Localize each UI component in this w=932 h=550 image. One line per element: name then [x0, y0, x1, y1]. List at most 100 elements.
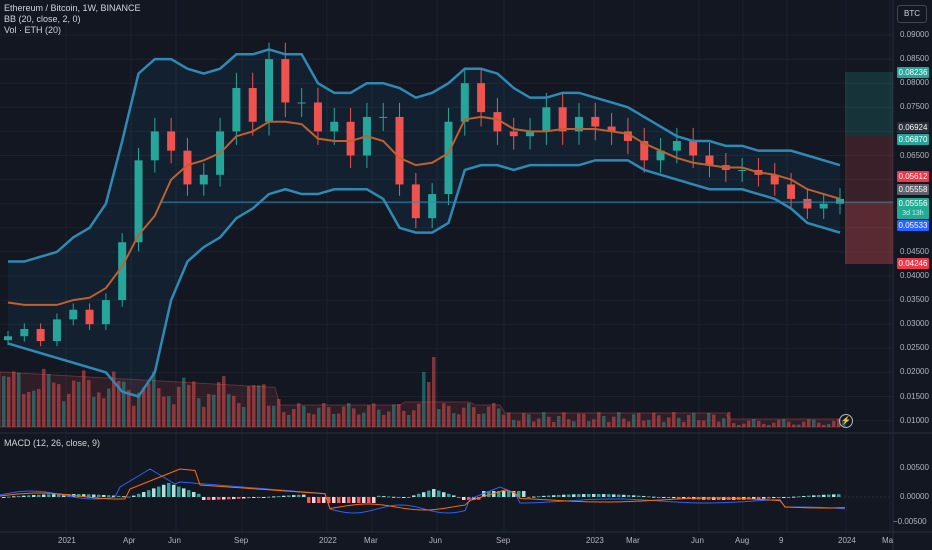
chart-title-legend[interactable]: Ethereum / Bitcoin, 1W, BINANCE: [4, 3, 141, 13]
volume-bar: [457, 414, 461, 427]
macd-histogram-bar: [187, 490, 191, 497]
macd-histogram-bar: [232, 497, 236, 500]
macd-histogram-bar: [27, 495, 31, 497]
macd-line: [0, 468, 846, 514]
price-label: 0.08236: [897, 67, 929, 78]
time-tick-label: Jun: [429, 536, 442, 545]
volume-bar: [412, 410, 416, 427]
volume-bar: [82, 370, 86, 427]
volume-bar: [362, 412, 366, 427]
volume-bar: [557, 415, 561, 427]
macd-histogram-bar: [37, 494, 41, 497]
volume-bar: [392, 404, 396, 427]
volume-bar: [747, 420, 751, 427]
countdown-timer: 3d 13h: [897, 208, 929, 219]
volume-bar: [707, 412, 711, 427]
price-tick-label: 0.01500: [900, 391, 929, 401]
macd-histogram-bar: [427, 490, 431, 497]
macd-histogram-bar: [547, 495, 551, 497]
macd-histogram-bar: [277, 496, 281, 498]
lightning-icon[interactable]: ⚡: [839, 414, 853, 428]
macd-histogram-bar: [262, 497, 266, 498]
macd-histogram-bar: [497, 491, 501, 497]
macd-histogram-bar: [382, 496, 386, 498]
macd-histogram-bar: [112, 495, 116, 497]
macd-histogram-bar: [687, 497, 691, 500]
volume-legend[interactable]: Vol · ETH (20): [4, 25, 62, 35]
macd-histogram-bar: [317, 497, 321, 503]
volume-bar: [207, 394, 211, 427]
macd-histogram-bar: [667, 497, 671, 498]
macd-histogram-bar: [122, 496, 126, 498]
time-tick-label: Sep: [234, 536, 249, 545]
candle-body: [313, 102, 322, 132]
price-tick-label: 0.03000: [900, 319, 929, 329]
volume-bar: [387, 411, 391, 427]
volume-bar: [422, 372, 426, 427]
volume-bar: [782, 419, 786, 427]
volume-bar: [742, 423, 746, 427]
volume-bar: [522, 413, 526, 427]
macd-histogram-bar: [447, 493, 451, 497]
volume-bar: [497, 408, 501, 427]
volume-bar: [817, 422, 821, 427]
macd-histogram-bar: [387, 496, 391, 498]
macd-histogram-bar: [412, 495, 416, 497]
candle-body: [297, 102, 306, 104]
macd-histogram-bar: [837, 494, 841, 497]
candle-body: [52, 319, 61, 342]
volume-bar: [442, 403, 446, 427]
volume-bar: [237, 403, 241, 427]
volume-bar: [417, 403, 421, 427]
volume-bar: [367, 405, 371, 427]
macd-histogram-bar: [52, 494, 56, 497]
macd-histogram-bar: [162, 484, 166, 497]
volume-bar: [582, 413, 586, 427]
macd-histogram-bar: [537, 496, 541, 498]
macd-histogram-bar: [17, 495, 21, 497]
volume-bar: [767, 424, 771, 427]
macd-histogram-bar: [527, 496, 531, 498]
volume-bar: [172, 404, 176, 427]
price-label: 0.06870: [897, 134, 929, 145]
time-tick-label: 2024: [838, 536, 856, 545]
currency-badge[interactable]: BTC: [897, 5, 927, 23]
price-tick-label: 0.01000: [900, 415, 929, 425]
volume-bar: [187, 384, 191, 427]
macd-tick-label: −0.00500: [893, 517, 927, 526]
macd-histogram-bar: [597, 494, 601, 497]
macd-histogram-bar: [337, 497, 341, 503]
macd-histogram-bar: [242, 497, 246, 499]
volume-bar: [617, 412, 621, 427]
candle-body: [20, 329, 29, 337]
time-tick-label: 2021: [58, 536, 76, 545]
macd-histogram-bar: [142, 492, 146, 497]
candle-body: [4, 336, 12, 341]
candle-body: [591, 116, 600, 127]
volume-bar: [382, 414, 386, 427]
volume-bar: [517, 420, 521, 427]
macd-histogram-bar: [532, 496, 536, 498]
bb-legend[interactable]: BB (20, close, 2, 0): [4, 14, 81, 24]
volume-bar: [137, 392, 141, 427]
volume-bar: [102, 398, 106, 427]
volume-bar: [562, 412, 566, 427]
macd-histogram-bar: [272, 496, 276, 498]
volume-bar: [602, 415, 606, 427]
candle-body: [705, 155, 714, 166]
volume-bar: [217, 382, 221, 427]
volume-bar: [787, 421, 791, 427]
macd-legend[interactable]: MACD (12, 26, close, 9): [4, 438, 101, 448]
macd-histogram-bar: [682, 497, 686, 499]
macd-histogram-bar: [32, 495, 36, 497]
volume-bar: [212, 394, 216, 427]
macd-histogram-bar: [252, 497, 256, 498]
macd-histogram-bar: [542, 495, 546, 497]
price-tick-label: 0.08000: [900, 78, 929, 88]
volume-bar: [542, 412, 546, 427]
macd-histogram-bar: [797, 496, 801, 498]
volume-bar: [527, 414, 531, 427]
macd-histogram-bar: [222, 497, 226, 500]
bb-basis-line: [7, 115, 841, 306]
